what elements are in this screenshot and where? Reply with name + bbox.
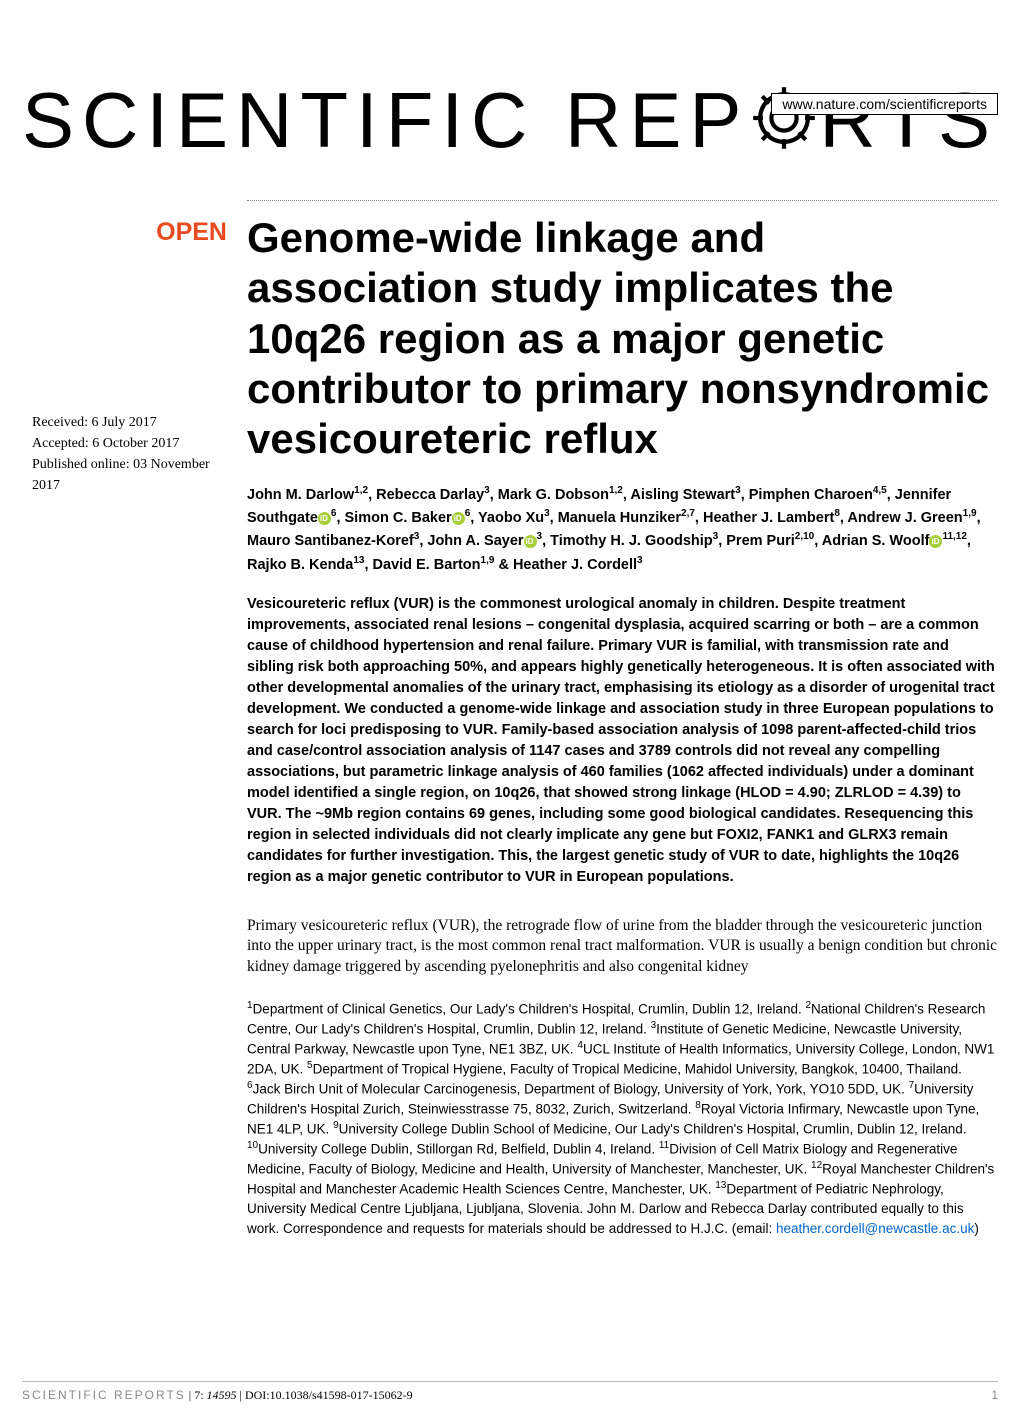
logo-mid: REP — [565, 76, 749, 164]
received-date: Received: 6 July 2017 — [32, 412, 227, 433]
affiliations: 1Department of Clinical Genetics, Our La… — [247, 999, 998, 1239]
journal-url[interactable]: www.nature.com/scientificreports — [771, 93, 998, 115]
footer-doi: | DOI:10.1038/s41598-017-15062-9 — [237, 1388, 413, 1402]
open-access-badge: OPEN — [22, 218, 227, 247]
journal-logo: SCIENTIFIC REP RTS — [22, 75, 998, 172]
footer-cite-prefix: | 7: — [186, 1388, 207, 1402]
page-number: 1 — [991, 1388, 998, 1403]
abstract: Vesicoureteric reflux (VUR) is the commo… — [247, 594, 998, 888]
page-footer: SCIENTIFIC REPORTS | 7: 14595 | DOI:10.1… — [22, 1381, 998, 1403]
publication-dates: Received: 6 July 2017 Accepted: 6 Octobe… — [22, 412, 227, 496]
footer-volume: 14595 — [207, 1388, 237, 1402]
divider — [247, 200, 997, 201]
body-paragraph: Primary vesicoureteric reflux (VUR), the… — [247, 916, 998, 976]
logo-left: SCIENTIFIC — [22, 76, 565, 164]
footer-journal: SCIENTIFIC REPORTS — [22, 1388, 186, 1402]
logo-right: RTS — [819, 76, 998, 164]
article-title: Genome-wide linkage and association stud… — [247, 213, 998, 465]
published-date: Published online: 03 November 2017 — [32, 454, 227, 496]
accepted-date: Accepted: 6 October 2017 — [32, 433, 227, 454]
author-list: John M. Darlow1,2, Rebecca Darlay3, Mark… — [247, 483, 998, 576]
